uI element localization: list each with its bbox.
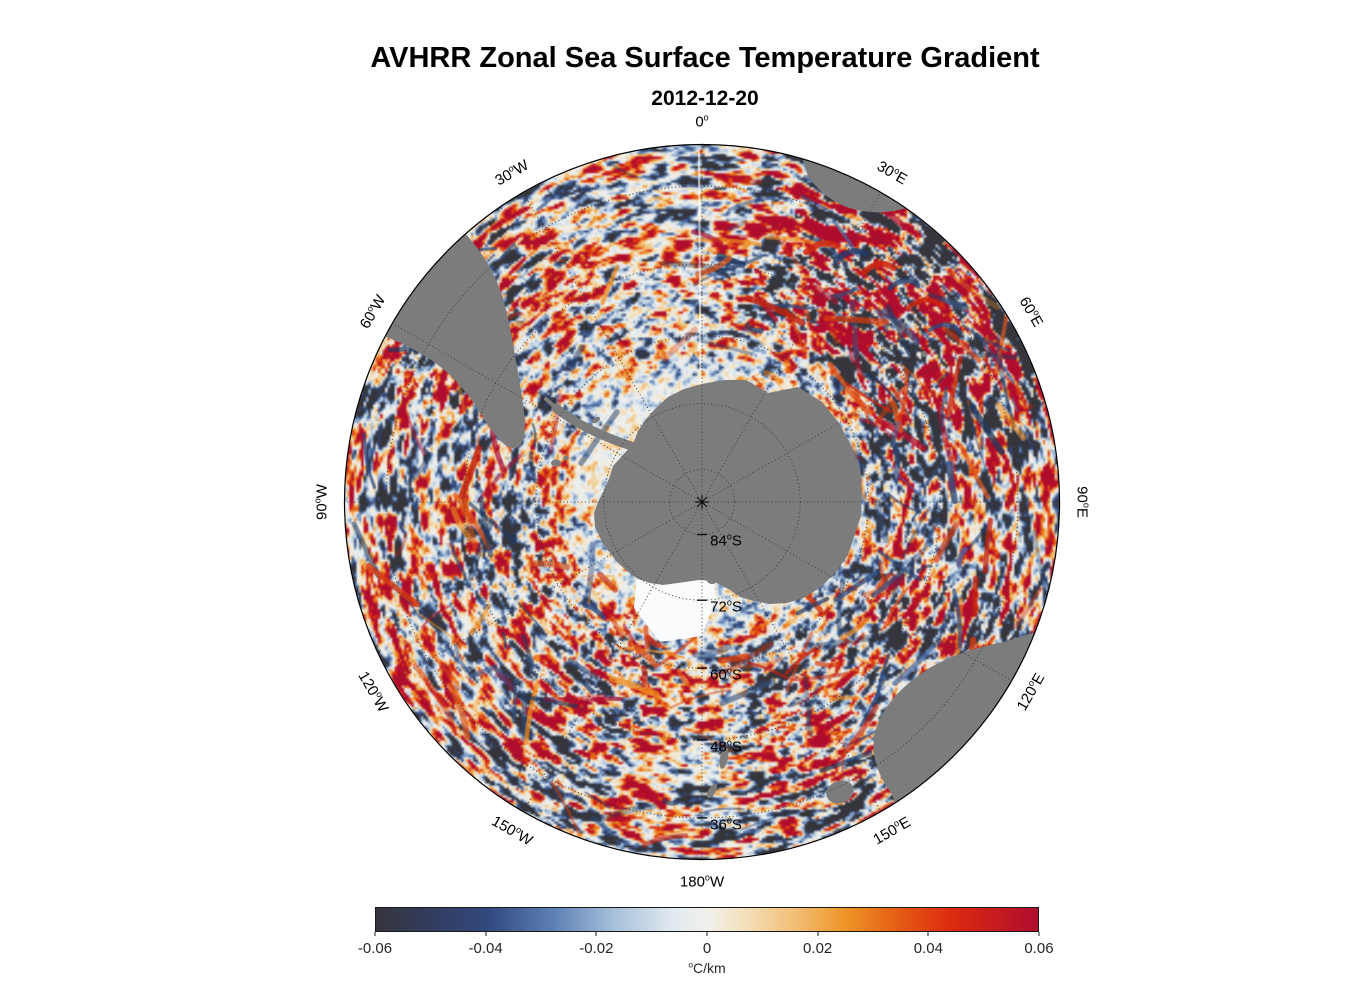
latitude-circle bbox=[385, 185, 1019, 819]
falkland-islands bbox=[551, 459, 561, 467]
colorbar: -0.06 -0.04 -0.02 0 0.02 0.04 0.06 oC/km bbox=[358, 907, 1054, 977]
meridian-line bbox=[522, 508, 699, 812]
colorbar-tick-label: -0.06 bbox=[357, 940, 393, 957]
colorbar-tick bbox=[374, 932, 376, 936]
land-masses bbox=[350, 150, 1046, 824]
colorbar-tick-label: 0.02 bbox=[803, 940, 833, 957]
longitude-label: 180oW bbox=[679, 872, 725, 891]
colorbar-tick bbox=[485, 932, 487, 936]
nz-south-island bbox=[719, 747, 729, 769]
meridian-line bbox=[708, 505, 1012, 682]
kerguelen-island bbox=[921, 351, 927, 357]
colorbar-unit-label: oC/km bbox=[688, 959, 726, 976]
south-georgia bbox=[591, 416, 601, 424]
longitude-label: 90oE bbox=[1073, 486, 1092, 518]
latitude-label: 84oS bbox=[710, 531, 742, 550]
latitude-label: 72oS bbox=[710, 597, 742, 616]
longitude-label: 0o bbox=[695, 112, 709, 131]
colorbar-tick-label: -0.04 bbox=[468, 940, 503, 957]
south-pole-marker bbox=[695, 495, 709, 509]
colorbar-tick bbox=[595, 932, 597, 936]
meridian-line bbox=[392, 505, 696, 682]
meridian-line bbox=[392, 322, 696, 499]
longitude-label: 90oW bbox=[312, 484, 331, 520]
colorbar-tick-label: 0 bbox=[702, 940, 712, 957]
antarctic-peninsula bbox=[551, 403, 639, 452]
colorbar-tick bbox=[817, 932, 819, 936]
colorbar-tick bbox=[927, 932, 929, 936]
meridian-line bbox=[705, 508, 882, 812]
graticule bbox=[344, 144, 1060, 860]
small-island bbox=[697, 560, 703, 566]
colorbar-tick-label: 0.06 bbox=[1024, 940, 1054, 957]
falkland-east bbox=[563, 455, 569, 461]
colorbar-tick-label: 0.04 bbox=[913, 940, 943, 957]
peninsula-islet bbox=[538, 391, 542, 395]
latitude-label: 48oS bbox=[710, 737, 742, 756]
meridian-line bbox=[705, 192, 882, 496]
tasmania bbox=[826, 780, 854, 804]
new-zealand bbox=[706, 735, 748, 799]
latitude-circle bbox=[463, 263, 941, 741]
colorbar-tick-label: -0.02 bbox=[579, 940, 614, 957]
berkner-island bbox=[706, 572, 718, 584]
meridian-line bbox=[522, 192, 699, 496]
australia bbox=[873, 630, 1046, 824]
colorbar-tick bbox=[1038, 932, 1040, 936]
islands bbox=[538, 351, 927, 584]
map-boundary-circle bbox=[343, 143, 1061, 861]
latitude-label: 60oS bbox=[710, 665, 742, 684]
nz-stewart-island bbox=[706, 783, 718, 799]
latitude-label: 36oS bbox=[710, 815, 742, 834]
colorbar-gradient bbox=[375, 907, 1039, 932]
antarctica bbox=[594, 380, 862, 604]
antarctic-peninsula-tip bbox=[544, 397, 558, 410]
colorbar-tick bbox=[706, 932, 708, 936]
meridian-line bbox=[708, 322, 1012, 499]
